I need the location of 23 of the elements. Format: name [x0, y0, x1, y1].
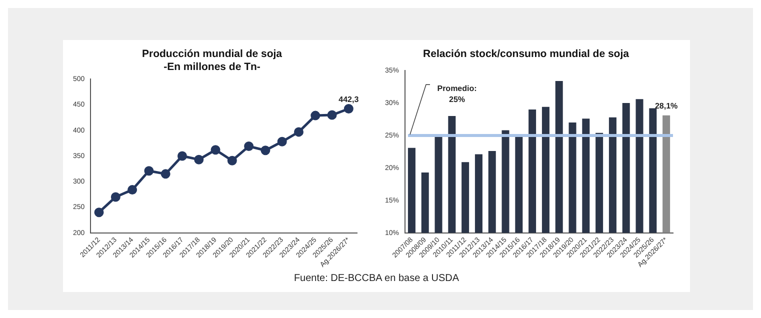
point	[327, 110, 337, 120]
point	[94, 208, 104, 218]
point	[210, 145, 220, 155]
point	[144, 166, 154, 176]
point	[244, 142, 254, 152]
data-label: 442,3	[338, 94, 360, 104]
ref-line-label: Promedio: 25%	[437, 84, 477, 104]
point	[294, 127, 304, 137]
data-label: 28,1%	[654, 102, 678, 111]
point	[344, 104, 354, 114]
chart-subtitle: -En millones de Tn-	[164, 60, 261, 73]
chart-title: Producción mundial de soja	[142, 48, 282, 60]
point	[160, 169, 170, 179]
source-note: Fuente: DE-BCCBA en base a USDA	[294, 273, 460, 284]
point	[277, 136, 287, 146]
chart-title: Relación stock/consumo mundial de soja	[423, 48, 630, 60]
point	[227, 156, 237, 166]
point	[260, 146, 270, 156]
point	[310, 110, 320, 120]
point	[128, 185, 138, 195]
point	[194, 154, 204, 164]
point	[110, 192, 120, 202]
point	[177, 151, 187, 161]
